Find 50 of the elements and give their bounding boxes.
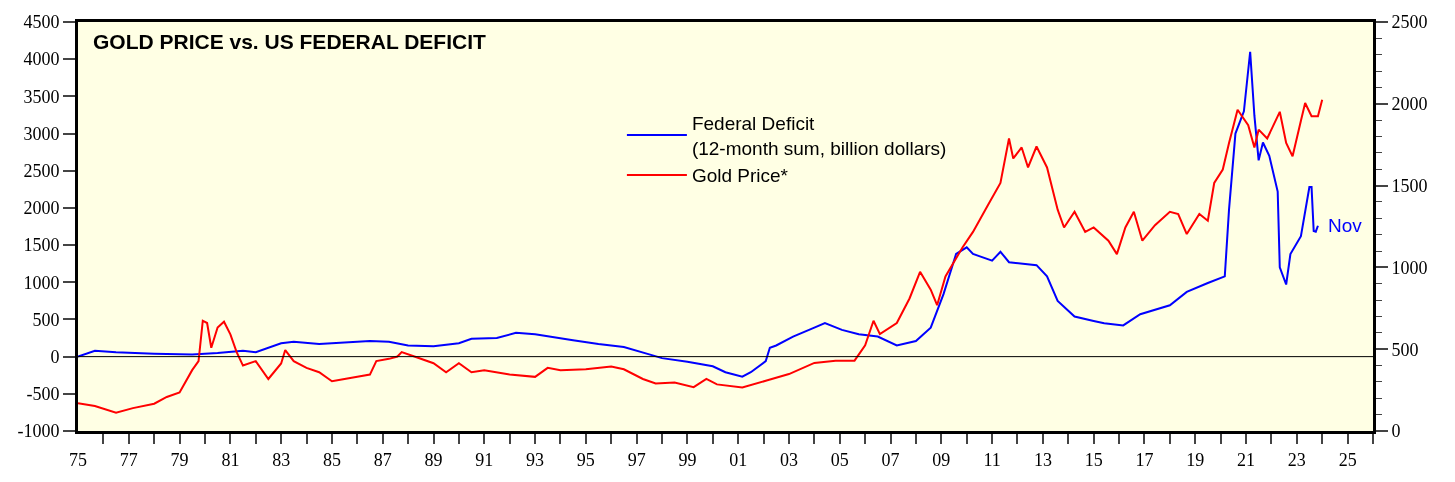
x-tick-label: 03 [779, 449, 798, 470]
line-series [78, 50, 1319, 378]
x-tick-label: 95 [576, 449, 595, 470]
x-tick-label: 07 [881, 449, 900, 470]
x-tick-label: 89 [424, 449, 443, 470]
y2-tick-label: 1500 [1391, 175, 1428, 196]
x-tick-label: 25 [1338, 449, 1357, 470]
y2-tick-label: 500 [1391, 339, 1419, 360]
y-tick-label: 4000 [23, 49, 60, 70]
x-tick-label: 97 [627, 449, 646, 470]
legend-label: Gold Price* [691, 165, 789, 187]
x-tick-label: 09 [932, 449, 951, 470]
chart-title: GOLD PRICE vs. US FEDERAL DEFICIT [93, 30, 486, 53]
legend-label: Federal Deficit (12-month sum, billion dollars) [691, 113, 947, 159]
y-tick-label: 2500 [23, 161, 60, 182]
y-tick-label: -500 [26, 384, 60, 405]
y-tick-label: 4500 [23, 12, 60, 33]
y2-tick-label: 1000 [1391, 257, 1428, 278]
x-tick-label: 83 [272, 449, 291, 470]
x-tick-label: 81 [221, 449, 240, 470]
x-tick-label: 93 [526, 449, 545, 470]
y-tick-label: 1500 [23, 235, 60, 256]
x-tick-label: 85 [322, 449, 341, 470]
x-tick-label: 21 [1237, 449, 1256, 470]
y-tick-label: 500 [32, 309, 60, 330]
y2-tick-label: 2000 [1391, 94, 1428, 115]
y-tick-label: -1000 [17, 421, 60, 442]
y-tick-label: 3500 [23, 86, 60, 107]
x-tick-label: 01 [729, 449, 748, 470]
x-tick-label: 19 [1186, 449, 1205, 470]
y2-tick-label: 2500 [1391, 12, 1428, 33]
x-tick-label: 79 [170, 449, 189, 470]
y-tick-label: 3000 [23, 123, 60, 144]
annotation: Nov [1328, 215, 1363, 236]
x-tick-label: 75 [69, 449, 87, 470]
y-tick-label: 2000 [23, 198, 60, 219]
y2-tick-label: 0 [1391, 421, 1401, 442]
x-tick-label: 13 [1033, 449, 1052, 470]
y-tick-label: 1000 [23, 272, 60, 293]
x-tick-label: 05 [830, 449, 849, 470]
x-tick-label: 91 [475, 449, 494, 470]
y-tick-label: 0 [50, 346, 60, 367]
x-tick-label: 99 [678, 449, 697, 470]
x-tick-label: 15 [1084, 449, 1103, 470]
line-series [78, 98, 1324, 414]
x-tick-label: 17 [1135, 449, 1154, 470]
x-tick-label: 11 [983, 449, 1001, 470]
x-tick-label: 23 [1287, 449, 1306, 470]
x-tick-label: 87 [373, 449, 392, 470]
x-tick-label: 77 [119, 449, 138, 470]
